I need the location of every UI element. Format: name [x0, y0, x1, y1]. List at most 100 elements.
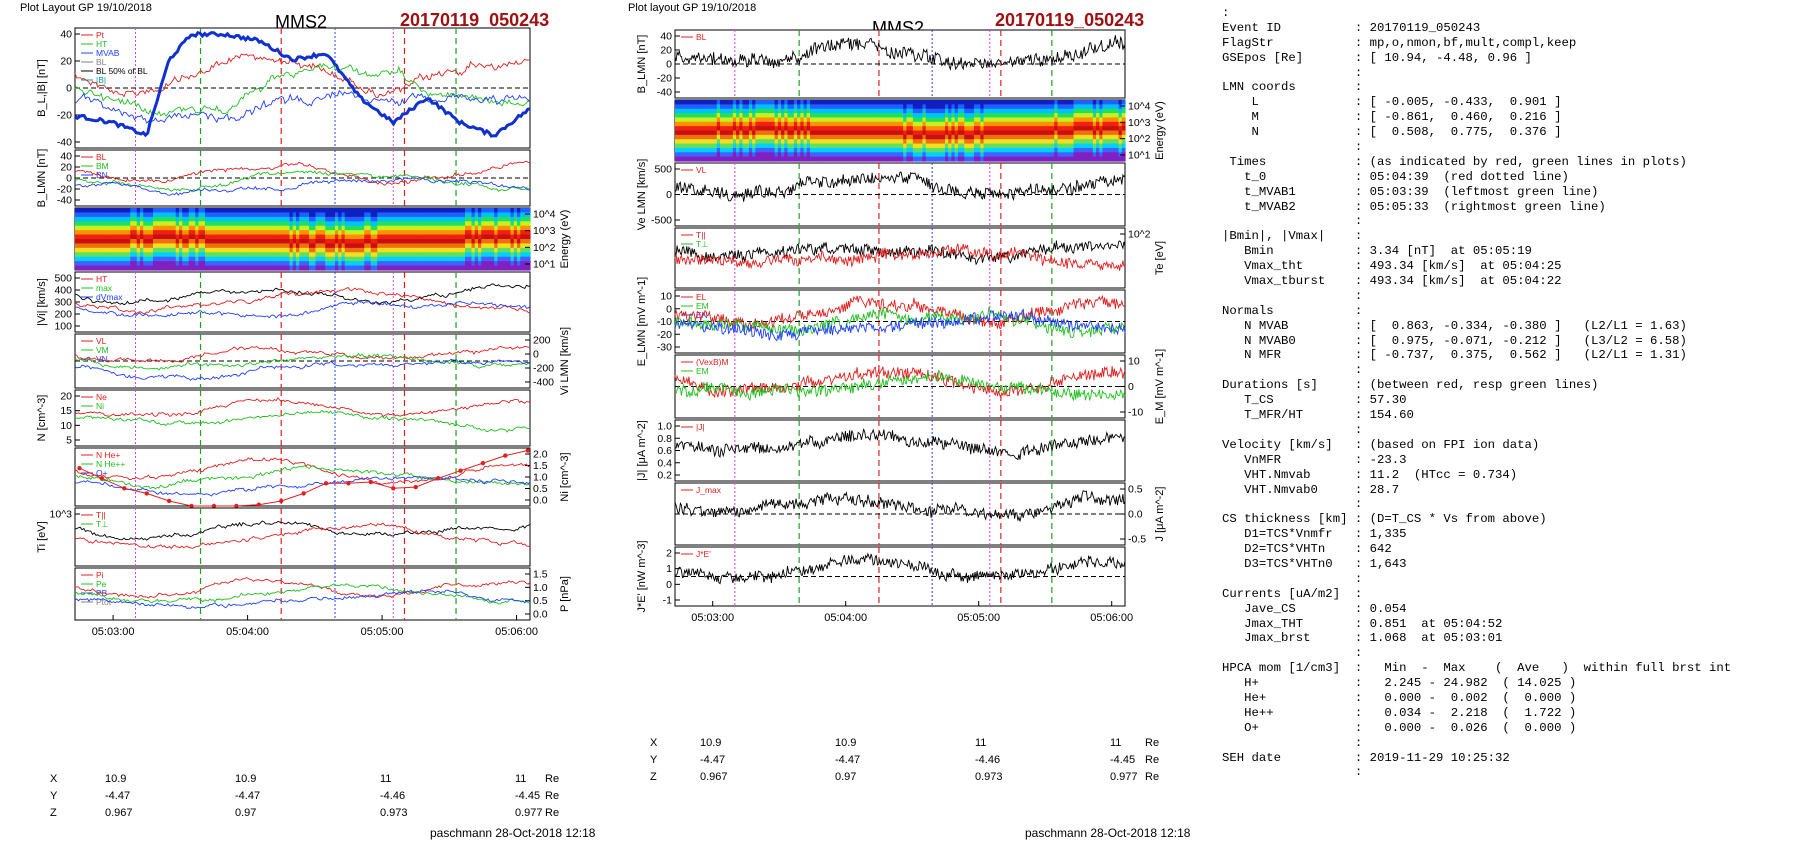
spectrogram-cell — [263, 234, 268, 240]
spectrogram-cell — [335, 247, 339, 253]
spectrogram-cell — [387, 247, 391, 253]
spectrogram-cell — [1028, 117, 1033, 123]
spectrogram-cell — [781, 156, 785, 162]
spectrogram-cell — [348, 216, 352, 222]
spectrogram-cell — [445, 261, 450, 267]
left-figure-event-id: 20170119_050243 — [400, 10, 550, 30]
parameter-value: : — [1354, 363, 1363, 378]
spectrogram-cell — [784, 134, 789, 140]
spectrogram-cell — [309, 225, 313, 231]
spectrogram-cell — [742, 130, 747, 136]
spectrogram-cell — [260, 221, 265, 227]
spectrogram-cell — [452, 252, 456, 258]
spectrogram-cell — [322, 243, 326, 249]
spectrogram-cell — [739, 147, 744, 153]
spectrogram-cell — [675, 121, 679, 127]
spectrogram-cell — [970, 147, 975, 153]
spectrogram-cell — [292, 265, 297, 271]
spectrogram-cell — [835, 139, 840, 145]
spectrogram-cell — [88, 208, 92, 214]
spectrogram-cell — [694, 100, 699, 105]
spectrogram-cell — [309, 221, 313, 227]
spectrogram-cell — [484, 216, 489, 222]
series-trace-2 — [74, 475, 531, 497]
spectrogram-cell — [977, 156, 981, 162]
spectrogram-cell — [726, 134, 731, 140]
spectrogram-cell — [309, 252, 313, 258]
spectrogram-cell — [104, 256, 109, 262]
spectrogram-cell — [318, 247, 323, 253]
spectrogram-cell — [999, 130, 1004, 136]
spectrogram-cell — [429, 247, 434, 253]
spectrogram-cell — [185, 239, 190, 245]
panel-frame — [674, 419, 1126, 482]
spectrogram-cell — [720, 108, 724, 114]
spectrogram-cell — [967, 117, 972, 123]
spectrogram-cell — [810, 117, 814, 123]
spectrogram-cell — [357, 256, 362, 262]
spectrogram-cell — [507, 252, 512, 258]
spectrogram-cell — [1006, 117, 1010, 123]
spectrogram-cell — [149, 247, 154, 253]
spectrogram-cell — [797, 143, 801, 149]
spectrogram-cell — [257, 256, 261, 262]
spectrogram-cell — [367, 212, 372, 218]
spectrogram-cell — [916, 156, 920, 162]
spectrogram-cell — [266, 212, 271, 218]
spectrogram-cell — [224, 261, 229, 267]
spectrogram-cell — [179, 212, 183, 218]
spectrogram-cell — [1009, 143, 1014, 149]
spectrogram-cell — [357, 243, 362, 249]
spectrogram-cell — [732, 126, 737, 132]
spectrogram-cell — [312, 243, 317, 249]
spectrogram-cell — [1022, 152, 1026, 158]
spectrogram-cell — [1006, 152, 1010, 158]
spectrogram-cell — [478, 239, 482, 245]
spectrogram-cell — [748, 143, 753, 149]
spectrogram-cell — [710, 134, 715, 140]
spectrogram-cell — [416, 230, 421, 236]
spectrogram-cell — [1108, 126, 1113, 132]
spectrogram-cell — [78, 243, 83, 249]
spectrogram-cell — [468, 261, 473, 267]
spectrogram-cell — [442, 243, 447, 249]
spectrogram-cell — [1031, 156, 1036, 162]
spectrogram-cell — [697, 121, 702, 127]
spectrogram-cell — [354, 234, 359, 240]
spectrogram-cell — [1041, 113, 1046, 119]
spectrogram-cell — [880, 143, 885, 149]
spectrogram-cell — [335, 230, 339, 236]
spectrogram-cell — [726, 126, 731, 132]
spectrogram-cell — [192, 239, 196, 245]
spectrogram-cell — [75, 261, 79, 267]
spectrogram-cell — [909, 152, 914, 158]
spectrogram-cell — [318, 252, 323, 258]
spectrogram-cell — [793, 147, 798, 153]
spectrogram-cell — [474, 221, 479, 227]
spectrogram-cell — [188, 247, 193, 253]
spectrogram-cell — [465, 256, 469, 262]
spectrogram-cell — [523, 216, 528, 222]
spectrogram-cell — [270, 243, 274, 249]
spectrogram-cell — [768, 117, 773, 123]
spectrogram-cell — [1096, 108, 1100, 114]
spectrogram-cell — [842, 156, 846, 162]
spectrogram-cell — [1031, 113, 1036, 119]
spectrogram-cell — [928, 152, 933, 158]
spectrogram-cell — [1035, 117, 1039, 123]
spectrogram-cell — [305, 216, 310, 222]
spectrogram-cell — [1105, 100, 1110, 105]
spectrogram-cell — [883, 126, 888, 132]
spectrogram-cell — [813, 113, 818, 119]
spectrogram-cell — [970, 113, 975, 119]
y-tick-label: 0 — [666, 59, 672, 71]
spectrogram-cell — [224, 221, 229, 227]
spectrogram-cell — [813, 126, 818, 132]
spectrogram-cell — [468, 243, 473, 249]
spectrogram-cell — [354, 256, 359, 262]
spectrogram-cell — [133, 247, 138, 253]
spectrogram-cell — [1076, 108, 1081, 114]
spectrogram-cell — [928, 126, 933, 132]
spectrogram-cell — [218, 208, 222, 214]
spectrogram-cell — [370, 247, 375, 253]
